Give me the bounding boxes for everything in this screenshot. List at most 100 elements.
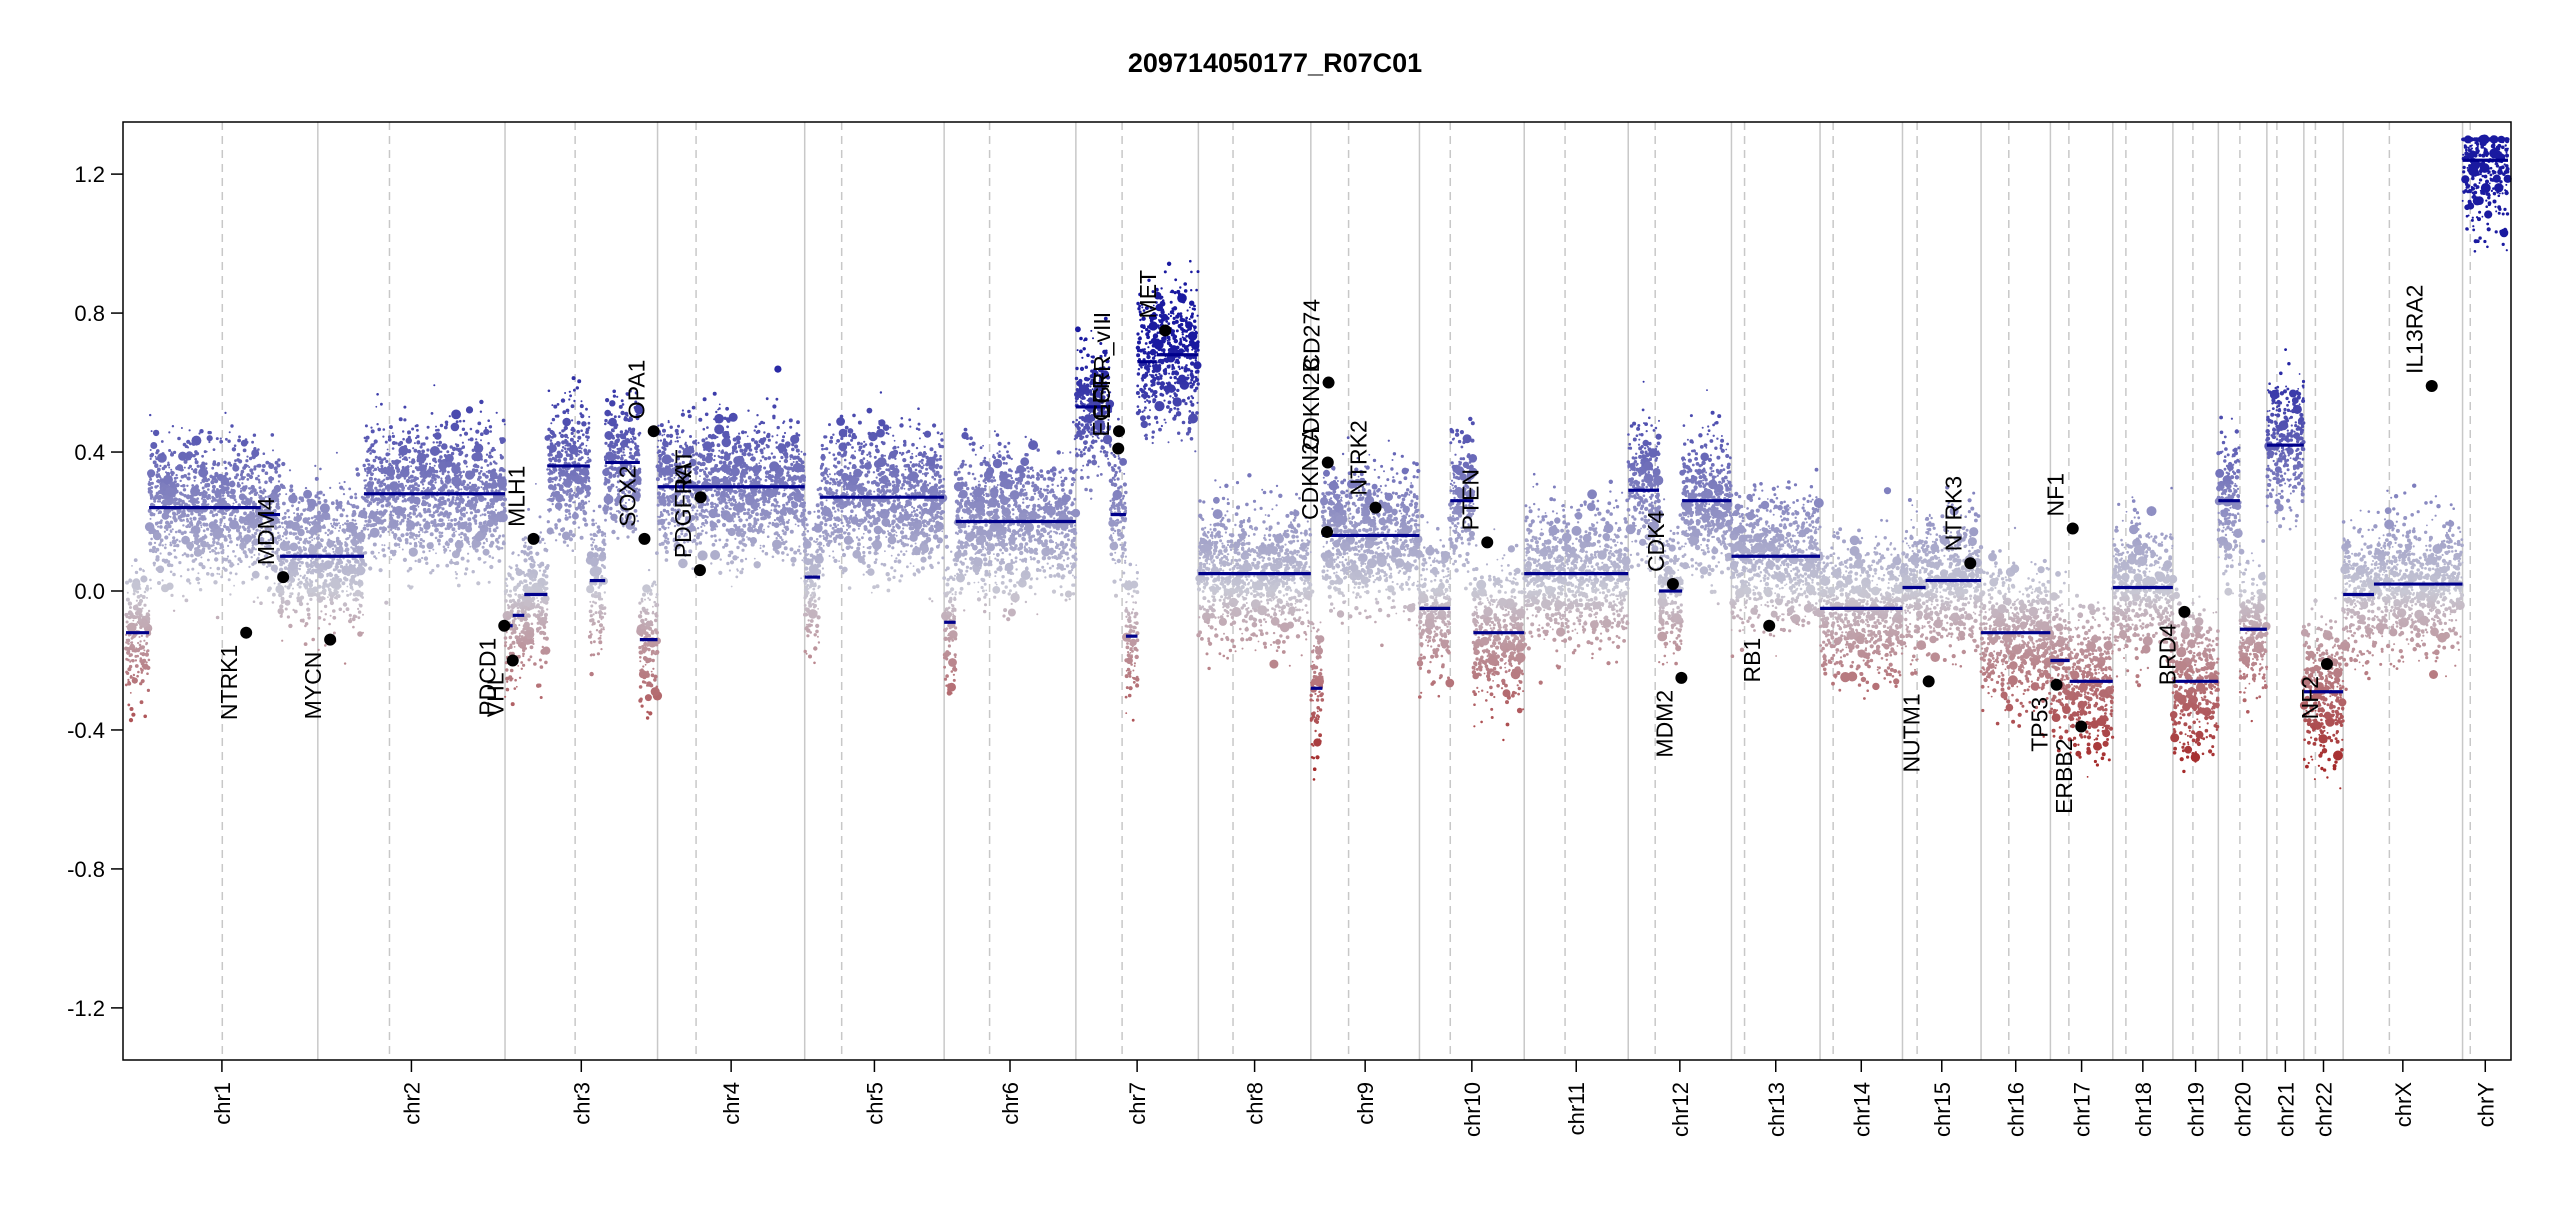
probe-point xyxy=(220,576,223,579)
probe-point xyxy=(409,524,411,526)
probe-point xyxy=(323,526,326,529)
probe-point xyxy=(143,620,146,623)
probe-point xyxy=(317,521,321,525)
probe-point xyxy=(420,443,423,446)
probe-point xyxy=(598,505,602,509)
probe-point xyxy=(213,448,216,451)
probe-point xyxy=(573,400,575,402)
probe-point xyxy=(257,448,260,451)
probe-point xyxy=(239,560,242,563)
probe-point xyxy=(482,487,485,490)
probe-point xyxy=(586,439,588,441)
probe-point xyxy=(340,508,342,510)
probe-point xyxy=(642,665,644,667)
probe-point xyxy=(483,508,486,511)
probe-point xyxy=(644,611,648,615)
probe-point xyxy=(194,486,197,489)
probe-point xyxy=(336,452,338,454)
probe-point xyxy=(512,641,516,645)
probe-point xyxy=(174,497,178,501)
probe-point xyxy=(292,588,294,590)
probe-point xyxy=(185,525,187,527)
probe-point xyxy=(142,659,146,663)
probe-point xyxy=(557,459,561,463)
probe-point xyxy=(422,531,424,533)
probe-point xyxy=(361,559,365,563)
probe-point xyxy=(590,537,593,540)
probe-point xyxy=(342,524,344,526)
probe-point xyxy=(245,516,249,520)
probe-point xyxy=(651,673,655,677)
probe-point xyxy=(558,509,560,511)
probe-point xyxy=(127,681,130,684)
probe-point xyxy=(620,430,623,433)
probe-point xyxy=(245,555,249,559)
probe-point xyxy=(304,642,308,646)
probe-point xyxy=(486,454,488,456)
probe-point xyxy=(183,519,185,521)
probe-point xyxy=(543,616,547,620)
probe-point xyxy=(255,477,258,480)
probe-point xyxy=(209,524,212,527)
probe-point xyxy=(575,493,579,497)
probe-point xyxy=(158,490,162,494)
probe-point xyxy=(507,604,509,606)
probe-point xyxy=(258,494,260,496)
probe-point xyxy=(257,597,259,599)
probe-point xyxy=(653,601,656,604)
probe-point xyxy=(582,433,585,436)
probe-point xyxy=(148,542,152,546)
probe-point xyxy=(575,515,578,518)
probe-point xyxy=(372,473,374,475)
probe-point xyxy=(454,502,457,505)
probe-point xyxy=(402,438,405,441)
probe-point xyxy=(139,613,143,617)
probe-point xyxy=(605,398,609,402)
probe-point xyxy=(411,461,414,464)
probe-point xyxy=(344,662,346,664)
probe-point xyxy=(633,437,637,441)
probe-point xyxy=(645,621,651,627)
probe-point xyxy=(274,466,278,470)
probe-point xyxy=(546,587,549,590)
probe-point xyxy=(617,448,620,451)
probe-point xyxy=(188,467,191,470)
probe-point xyxy=(416,537,418,539)
probe-point xyxy=(199,537,203,541)
probe-point xyxy=(514,593,516,595)
probe-point xyxy=(597,525,601,529)
probe-point xyxy=(280,484,283,487)
probe-point xyxy=(433,384,435,386)
probe-point xyxy=(623,454,625,456)
probe-point xyxy=(364,468,366,470)
probe-point xyxy=(297,541,300,544)
probe-point xyxy=(399,417,403,421)
probe-point xyxy=(489,543,493,547)
probe-point xyxy=(233,464,236,467)
probe-point xyxy=(540,564,543,567)
probe-point xyxy=(255,492,258,495)
probe-point xyxy=(294,569,298,573)
probe-point xyxy=(741,549,744,552)
probe-point xyxy=(197,535,199,537)
probe-point xyxy=(421,460,425,464)
probe-point xyxy=(239,519,243,523)
probe-point xyxy=(159,465,161,467)
probe-point xyxy=(606,453,608,455)
probe-point xyxy=(493,528,497,532)
probe-point xyxy=(450,486,452,488)
probe-point xyxy=(542,631,544,633)
probe-point xyxy=(146,615,148,617)
probe-point xyxy=(424,465,427,468)
probe-point xyxy=(363,515,367,519)
probe-point xyxy=(186,518,189,521)
probe-point xyxy=(370,528,380,538)
probe-point xyxy=(201,455,204,458)
probe-point xyxy=(431,569,434,572)
probe-point xyxy=(593,613,595,615)
probe-point xyxy=(573,492,575,494)
probe-point xyxy=(569,453,573,457)
probe-point xyxy=(434,475,436,477)
probe-point xyxy=(415,515,418,518)
probe-point xyxy=(149,478,152,481)
